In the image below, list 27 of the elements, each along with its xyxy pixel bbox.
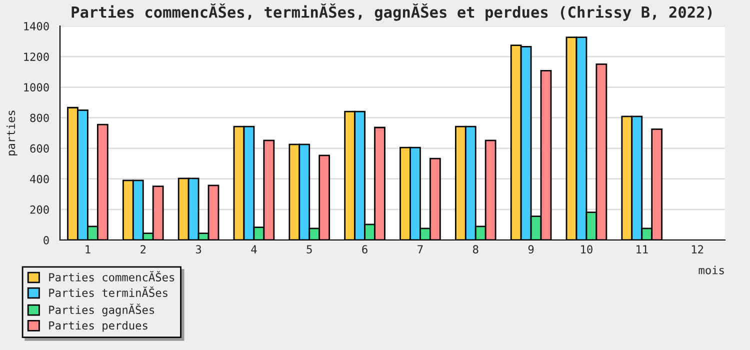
y-tick-label: 200 — [30, 205, 49, 214]
x-tick-label: 4 — [251, 245, 257, 254]
x-tick-label: 2 — [140, 245, 146, 254]
y-tick-label: 1400 — [24, 22, 49, 30]
y-tick-label: 1000 — [24, 83, 49, 92]
y-tick-label: 0 — [44, 236, 49, 244]
legend-label: Parties terminĂŠes — [49, 286, 168, 297]
x-tick-label: 9 — [528, 245, 534, 254]
legend-label: Parties commencĂŠes — [49, 270, 174, 282]
legend-label: Parties gagnĂŠes — [49, 304, 154, 316]
y-tick-label: 800 — [30, 114, 49, 122]
y-tick-label: 600 — [30, 144, 49, 153]
x-tick-label: 5 — [306, 245, 312, 254]
x-tick-label: 10 — [581, 245, 592, 254]
x-tick-label: 3 — [196, 245, 202, 254]
x-tick-label: 11 — [636, 245, 648, 254]
chart-title: Parties commencĂŠes, terminĂŠes, gagnĂŠes et perdues (Chrissy B, 2022) — [72, 4, 712, 21]
x-tick-label: 6 — [362, 245, 368, 254]
x-tick-label: 8 — [472, 245, 478, 254]
legend-label: Parties perdues — [49, 321, 148, 332]
x-axis-title: mois — [698, 266, 724, 274]
y-axis-title: parties — [6, 110, 18, 156]
x-tick-label: 1 — [86, 245, 90, 254]
y-tick-label: 1200 — [24, 52, 49, 61]
x-tick-label: 12 — [692, 245, 704, 254]
x-tick-label: 7 — [418, 245, 423, 254]
y-tick-label: 400 — [30, 174, 49, 184]
